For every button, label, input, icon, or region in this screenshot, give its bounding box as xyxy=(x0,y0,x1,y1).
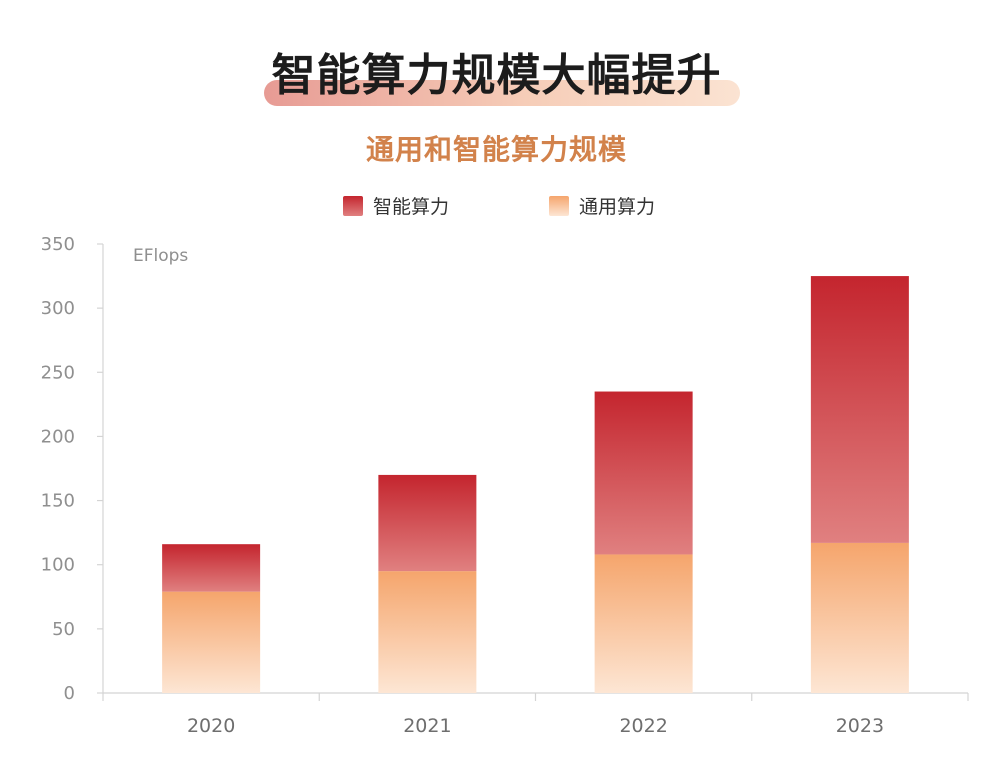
chart-labels: 0 50 100 150 200 250 300 350 EFlops 2020 2021 2022 2… xyxy=(41,234,884,737)
y-tick-label: 150 xyxy=(41,491,75,512)
chart-title: 通用和智能算力规模 xyxy=(365,133,627,166)
x-category-label: 2020 xyxy=(187,715,235,737)
chart-legend: 智能算力 通用算力 xyxy=(0,192,993,220)
bar-general-2020 xyxy=(162,591,261,693)
bar-general-2021 xyxy=(378,571,477,693)
headline-title: 智能算力规模大幅提升 xyxy=(271,50,722,101)
bar-general-2023 xyxy=(810,542,909,693)
bar-intelligent-2021 xyxy=(378,474,477,572)
legend-item-intelligent: 智能算力 xyxy=(343,192,449,219)
chart-bars xyxy=(162,276,909,693)
bar-intelligent-2020 xyxy=(162,544,261,592)
bar-general-2022 xyxy=(594,554,693,693)
y-tick-label: 100 xyxy=(41,555,75,576)
y-tick-label: 350 xyxy=(41,234,75,255)
x-category-label: 2023 xyxy=(836,715,884,737)
headline-highlight-band xyxy=(264,80,740,106)
headline-area: 智能算力规模大幅提升 xyxy=(0,40,993,112)
y-tick-label: 200 xyxy=(41,426,75,447)
legend-swatch-intelligent xyxy=(343,195,363,216)
y-tick-label: 250 xyxy=(41,362,75,383)
legend-label-intelligent: 智能算力 xyxy=(373,196,450,218)
x-category-label: 2022 xyxy=(619,715,667,737)
y-tick-label: 50 xyxy=(52,619,75,640)
legend-swatch-general xyxy=(549,195,569,216)
bar-intelligent-2023 xyxy=(810,276,909,543)
bar-intelligent-2022 xyxy=(594,391,693,555)
unit-label: EFlops xyxy=(133,246,188,266)
legend-label-general: 通用算力 xyxy=(579,196,656,218)
x-category-label: 2021 xyxy=(403,715,451,737)
y-tick-label: 300 xyxy=(41,298,75,319)
y-tick-label: 0 xyxy=(64,683,75,704)
legend-item-general: 通用算力 xyxy=(549,192,655,219)
